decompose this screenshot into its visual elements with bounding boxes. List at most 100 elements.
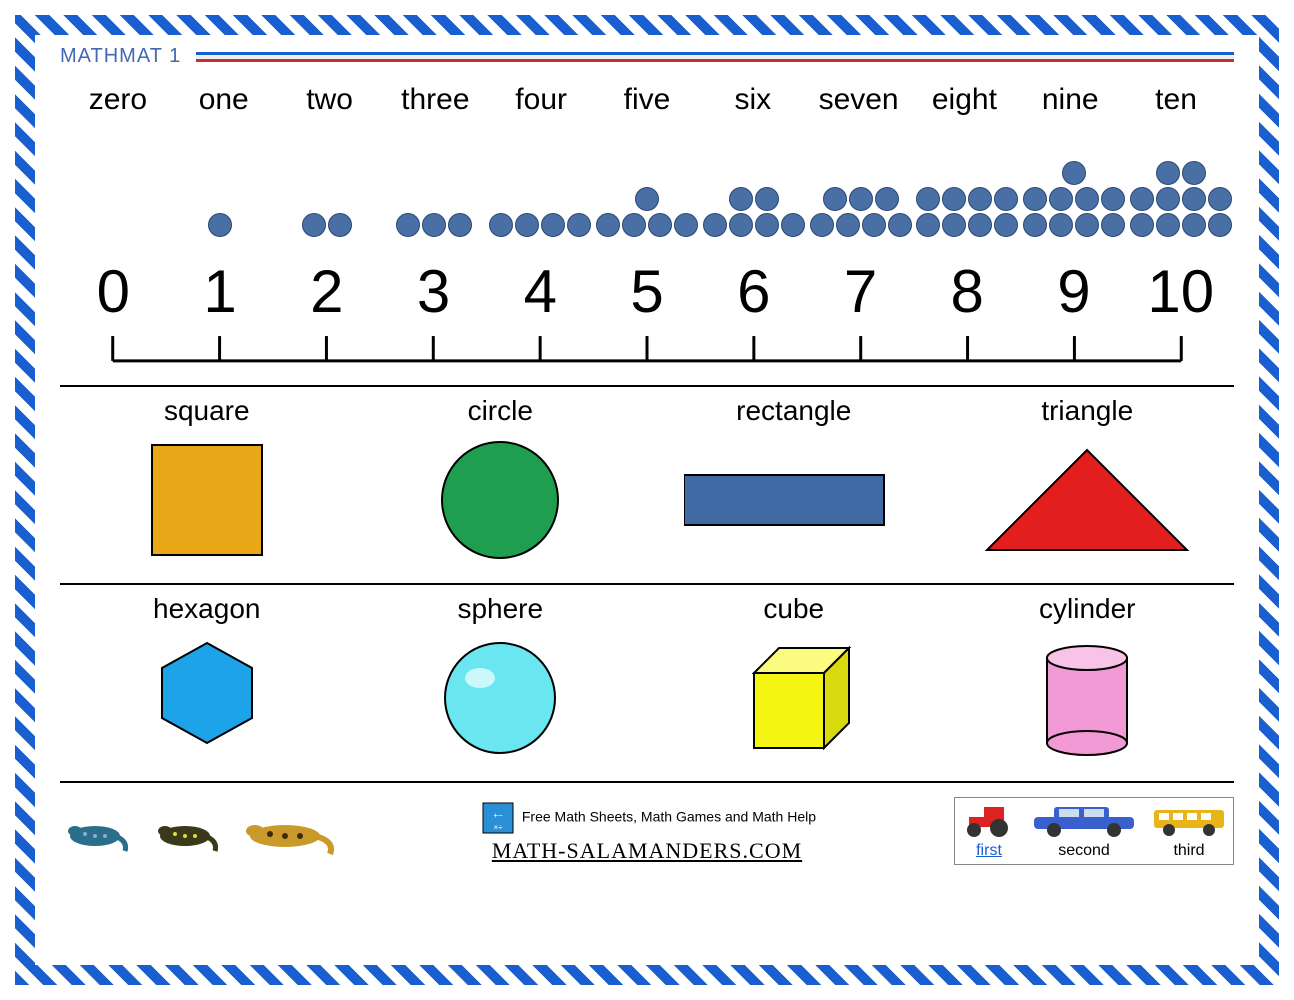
counter-dot xyxy=(1101,187,1125,211)
counter-dot xyxy=(635,187,659,211)
counter-dot xyxy=(942,213,966,237)
dot-group xyxy=(273,213,380,237)
shape-label: square xyxy=(60,395,354,427)
salamander-icon xyxy=(150,806,220,856)
svg-text:+−: +− xyxy=(493,811,503,820)
dot-group xyxy=(700,187,807,237)
counter-dot xyxy=(1075,187,1099,211)
number-line-axis xyxy=(60,326,1234,366)
ordinal-label: second xyxy=(1029,842,1139,860)
number-word: four xyxy=(488,83,594,117)
counter-dot xyxy=(862,213,886,237)
dot-group xyxy=(807,187,914,237)
dot-counters-row xyxy=(60,117,1234,247)
ordinal-first: first xyxy=(959,802,1019,860)
counter-dot xyxy=(208,213,232,237)
shape-cell-square: square xyxy=(60,395,354,575)
shape-cell-rectangle: rectangle xyxy=(647,395,941,575)
digit: 10 xyxy=(1127,257,1234,326)
counter-dot xyxy=(328,213,352,237)
counter-dot xyxy=(755,213,779,237)
shapes-row-1: square circle rectangle triangle xyxy=(60,395,1234,575)
worksheet-frame: MATHMAT 1 zeroonetwothreefourfivesixseve… xyxy=(15,15,1279,985)
counter-dot xyxy=(849,187,873,211)
counter-dot xyxy=(888,213,912,237)
counter-dot xyxy=(1156,161,1180,185)
digit: 7 xyxy=(807,257,914,326)
digits-row: 012345678910 xyxy=(60,257,1234,326)
counter-dot xyxy=(1023,213,1047,237)
counter-dot xyxy=(823,187,847,211)
digit: 3 xyxy=(380,257,487,326)
ordinal-second: second xyxy=(1029,802,1139,860)
counter-dot xyxy=(448,213,472,237)
digit: 6 xyxy=(700,257,807,326)
counter-dot xyxy=(1049,187,1073,211)
counter-dot xyxy=(674,213,698,237)
digit: 9 xyxy=(1021,257,1128,326)
svg-text:×÷: ×÷ xyxy=(493,823,503,832)
footer: +− ×÷ Free Math Sheets, Math Games and Ma… xyxy=(60,791,1234,871)
square-shape-icon xyxy=(137,435,277,560)
divider xyxy=(60,385,1234,387)
cylinder-shape-icon xyxy=(1017,633,1157,758)
counter-dot xyxy=(916,187,940,211)
hexagon-shape-icon xyxy=(137,633,277,758)
counter-dot xyxy=(1130,213,1154,237)
dot-group xyxy=(167,213,274,237)
logo-icon: +− ×÷ xyxy=(478,798,518,838)
counter-dot xyxy=(836,213,860,237)
ordinal-third: third xyxy=(1149,802,1229,860)
counter-dot xyxy=(1049,213,1073,237)
triangle-shape-icon xyxy=(977,435,1197,560)
dot-group xyxy=(594,187,701,237)
counter-dot xyxy=(1182,187,1206,211)
digit: 5 xyxy=(594,257,701,326)
counter-dot xyxy=(703,213,727,237)
counter-dot xyxy=(567,213,591,237)
car-icon xyxy=(1029,802,1139,837)
counter-dot xyxy=(622,213,646,237)
counter-dot xyxy=(755,187,779,211)
page-title: MATHMAT 1 xyxy=(60,45,181,68)
sphere-shape-icon xyxy=(430,633,570,758)
counter-dot xyxy=(1062,161,1086,185)
counter-dot xyxy=(729,213,753,237)
shape-cell-cylinder: cylinder xyxy=(941,593,1235,773)
tractor-icon xyxy=(959,802,1019,837)
rectangle-shape-icon xyxy=(684,435,904,560)
counter-dot xyxy=(942,187,966,211)
salamander-icon xyxy=(240,806,340,856)
counter-dot xyxy=(1101,213,1125,237)
counter-dot xyxy=(1023,187,1047,211)
counter-dot xyxy=(810,213,834,237)
number-word: five xyxy=(594,83,700,117)
shape-label: rectangle xyxy=(647,395,941,427)
number-word: one xyxy=(171,83,277,117)
number-words-row: zeroonetwothreefourfivesixseveneightnine… xyxy=(60,83,1234,117)
counter-dot xyxy=(1182,213,1206,237)
shape-cell-triangle: triangle xyxy=(941,395,1235,575)
tagline: Free Math Sheets, Math Games and Math He… xyxy=(522,809,816,825)
ordinal-label: first xyxy=(959,842,1019,860)
counter-dot xyxy=(1156,213,1180,237)
shape-label: triangle xyxy=(941,395,1235,427)
digit: 0 xyxy=(60,257,167,326)
number-word: seven xyxy=(806,83,912,117)
cube-shape-icon xyxy=(724,633,864,758)
dot-group xyxy=(380,213,487,237)
counter-dot xyxy=(648,213,672,237)
counter-dot xyxy=(968,213,992,237)
counter-dot xyxy=(396,213,420,237)
shape-cell-circle: circle xyxy=(354,395,648,575)
shape-cell-sphere: sphere xyxy=(354,593,648,773)
counter-dot xyxy=(515,213,539,237)
shape-label: hexagon xyxy=(60,593,354,625)
ordinals-box: first second third xyxy=(954,797,1234,865)
ordinal-label: third xyxy=(1149,842,1229,860)
bus-icon xyxy=(1149,802,1229,837)
counter-dot xyxy=(1075,213,1099,237)
counter-dot xyxy=(541,213,565,237)
salamander-icon xyxy=(60,806,130,856)
number-word: zero xyxy=(65,83,171,117)
